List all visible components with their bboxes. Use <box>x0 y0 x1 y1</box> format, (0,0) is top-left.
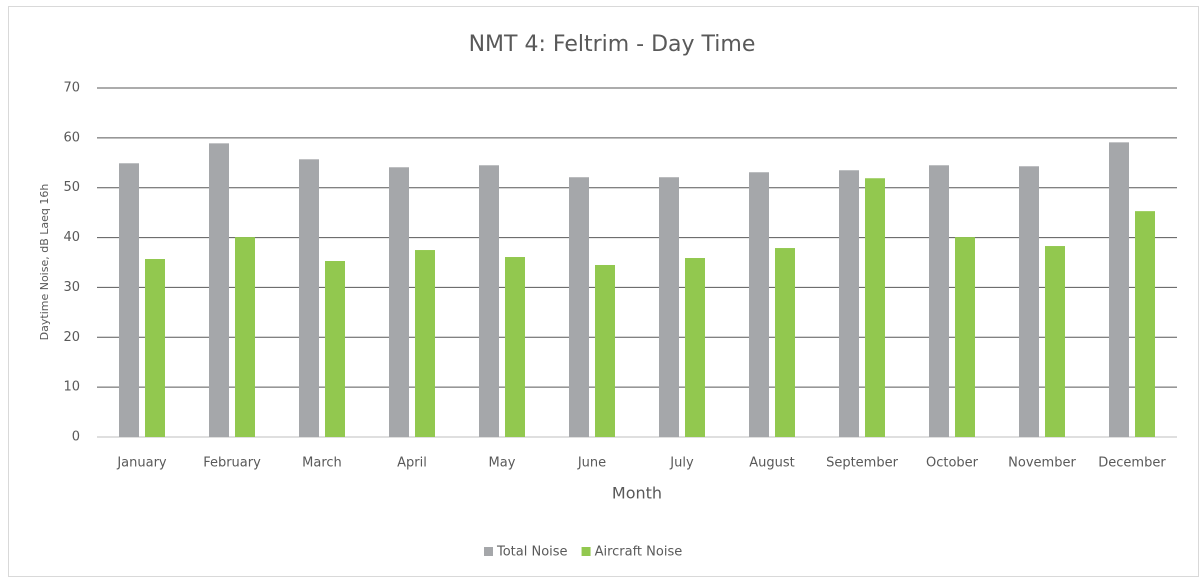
bar <box>929 165 949 437</box>
x-tick-label: March <box>302 456 342 471</box>
bar <box>389 167 409 437</box>
x-tick-label: January <box>116 456 167 471</box>
y-tick-label: 70 <box>63 81 80 96</box>
bar <box>1019 166 1039 438</box>
x-tick-label: June <box>577 456 606 471</box>
x-tick-label: November <box>1008 456 1076 471</box>
bar <box>119 163 139 437</box>
bar <box>1045 246 1065 437</box>
x-tick-label: April <box>397 456 427 471</box>
x-tick-label: August <box>749 456 795 471</box>
bar <box>865 178 885 437</box>
legend-swatch <box>581 547 591 556</box>
y-tick-label: 10 <box>63 380 80 395</box>
x-axis-label: Month <box>612 484 662 503</box>
x-tick-label: July <box>669 456 694 471</box>
y-tick-label: 50 <box>63 180 80 195</box>
bar <box>569 177 589 437</box>
legend-label: Aircraft Noise <box>595 545 683 560</box>
bar <box>659 177 679 437</box>
bar <box>775 248 795 437</box>
x-tick-label: December <box>1098 456 1166 471</box>
bar <box>839 170 859 437</box>
bar <box>145 259 165 437</box>
x-tick-label: February <box>203 456 261 471</box>
bar <box>955 237 975 437</box>
x-tick-label: September <box>826 456 899 471</box>
bar <box>595 264 615 437</box>
chart-title: NMT 4: Feltrim - Day Time <box>469 32 756 57</box>
y-tick-label: 60 <box>63 130 80 145</box>
x-tick-label: October <box>926 456 979 471</box>
bar <box>415 250 435 437</box>
bar <box>1135 211 1155 437</box>
bar <box>749 172 769 437</box>
bar <box>325 261 345 437</box>
bar <box>235 237 255 437</box>
bar <box>685 258 705 437</box>
y-tick-label: 0 <box>72 430 80 445</box>
x-tick-label: May <box>489 456 516 471</box>
bar <box>505 257 525 437</box>
bar <box>1109 142 1129 437</box>
bar <box>209 143 229 437</box>
y-tick-label: 30 <box>63 280 80 295</box>
bar <box>479 165 499 437</box>
bar <box>299 159 319 437</box>
legend-swatch <box>484 547 493 556</box>
y-tick-label: 20 <box>63 330 80 345</box>
y-axis-label: Daytime Noise, dB Laeq 16h <box>38 184 51 341</box>
legend-label: Total Noise <box>496 545 568 560</box>
y-tick-label: 40 <box>63 230 80 245</box>
